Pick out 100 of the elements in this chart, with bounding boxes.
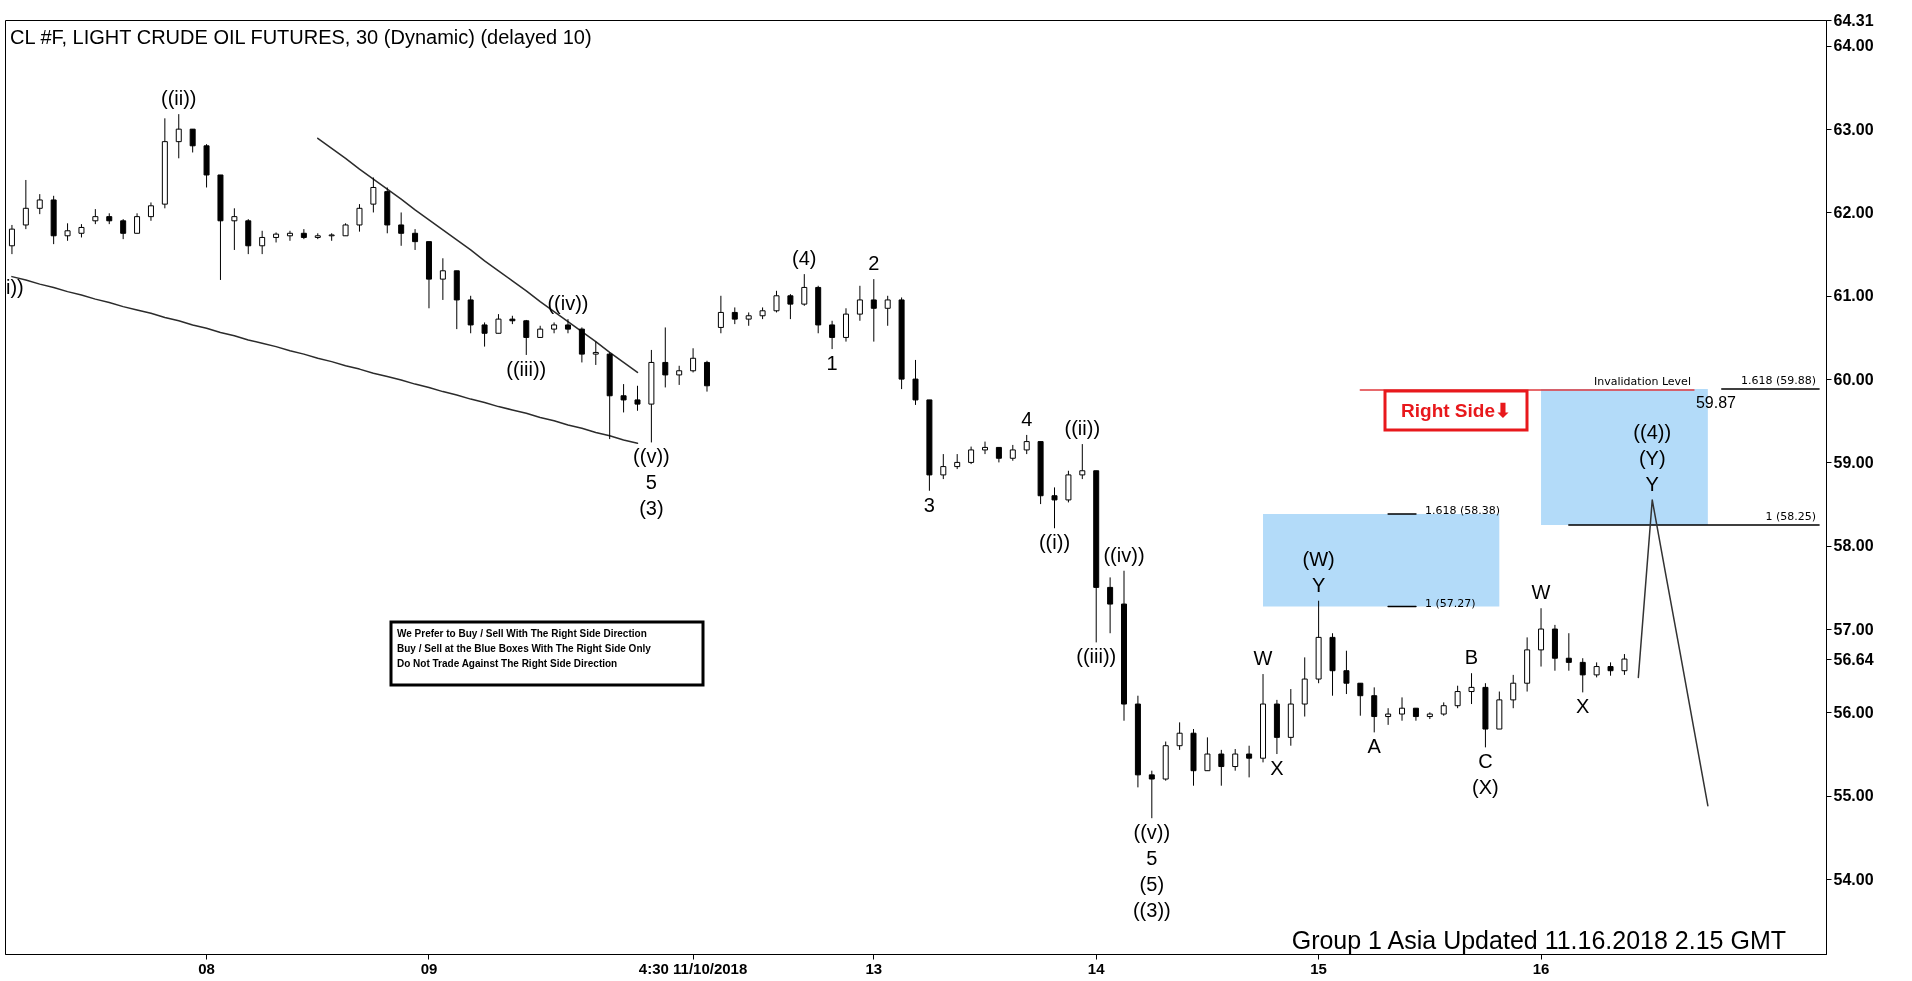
candlestick [1385,707,1392,726]
y-tick-label: 64.00 [1833,37,1874,55]
candlestick [717,295,724,334]
candlestick [189,128,196,153]
y-tick-label: 62.00 [1833,203,1874,221]
x-tick-label: 13 [865,959,883,977]
annotation: 3 [923,493,935,516]
candlestick [175,113,182,159]
candlestick [856,285,863,322]
candlestick [134,212,141,234]
candlestick [1538,607,1545,668]
line-series [1637,499,1709,807]
candlestick [1621,653,1628,676]
candlestick [634,385,641,412]
annotation: ((4)) (Y) Y [1633,420,1672,495]
candlestick [22,179,29,230]
x-tick-label: 08 [198,959,215,977]
candlestick [495,313,502,334]
x-tick-label: 15 [1310,959,1327,977]
candlestick [1454,685,1461,709]
x-tick-label: 14 [1087,959,1106,977]
y-tick-label: 59.00 [1833,453,1874,471]
candlestick [1176,721,1183,751]
candlestick [829,320,836,350]
y-tick-label: 55.00 [1833,787,1874,805]
candlestick [1023,434,1030,455]
annotation: ((iv)) [1103,543,1145,566]
candlestick [1468,672,1475,705]
candlestick [801,273,808,307]
y-tick-label: 60.00 [1833,370,1874,388]
annotation: A [1367,735,1382,758]
candlestick [1343,650,1350,695]
candlestick [564,318,571,334]
annotation: ((v)) 5 (5) ((3)) [1132,821,1171,922]
chart-title: CL #F, LIGHT CRUDE OIL FUTURES, 30 (Dynamic) (delayed 10) [10,26,592,48]
candlestick [773,290,780,313]
candlestick [1579,657,1586,693]
candlestick [1079,443,1086,480]
legend-label: 1.618 (59.88) [1740,374,1817,388]
y-tick-label: 54.00 [1833,870,1874,888]
x-tick-label: 16 [1532,959,1550,977]
candlestick [1399,696,1406,722]
annotation: 2 [868,252,880,275]
candlestick [1357,682,1364,717]
y-tick-label: 64.31 [1833,11,1874,29]
annotation: ((i)) [1038,531,1071,554]
candlestick [398,211,405,247]
candlestick [1148,770,1155,819]
candlestick [940,453,947,480]
candlestick [1218,749,1225,787]
series-label: 1 (58.25) [1765,509,1817,523]
candlestick [36,193,43,215]
series-label: Invalidation Level [1594,374,1691,388]
annotation: ((iii)) [1076,645,1117,668]
candlestick [662,326,669,388]
candlestick [787,293,794,320]
annotation: ((iii)) [506,357,547,380]
candlestick [259,230,266,255]
candlestick [676,365,683,386]
candlestick [912,359,919,406]
annotation: ((v)) 5 (3) [633,445,670,520]
annotation: (4) [792,247,817,270]
y-tick-label: 58.00 [1833,537,1874,555]
candlestick [1051,486,1058,529]
annotation: Right Side⬇ [1401,400,1511,421]
candlestick [843,307,849,343]
series-label: 1.618 (58.38) [1424,504,1500,518]
x-tick-label: 4:30 11/10/2018 [638,959,748,977]
data-label: 59.87 [1695,393,1737,411]
candlestick [620,383,627,413]
y-tick-label: 57.00 [1833,620,1874,638]
annotation: 4 [1021,407,1033,430]
y-tick-label: 56.64 [1833,650,1874,668]
candlestick [1107,576,1114,634]
annotation: ((iv)) [547,292,589,315]
y-tick-label: 63.00 [1833,120,1874,138]
candlestick [412,228,419,251]
candlestick [551,321,558,334]
candlestick [1510,674,1517,709]
candlestick [982,441,988,455]
annotation: ((ii)) [1064,417,1101,440]
annotation: C (X) [1472,750,1499,799]
candlestick [1232,748,1239,772]
y-tick-label: 56.00 [1833,703,1874,721]
candlestick [300,228,307,240]
candlestick [370,176,377,213]
candlestick [523,319,530,356]
candlestick [870,278,877,343]
candlestick [884,295,891,327]
candlestick [120,218,127,240]
annotation: X [1270,757,1284,780]
candlestick [592,341,599,366]
candlestick [1204,736,1211,772]
annotation: We Prefer to Buy / Sell With The Right Side Direction Buy / Sell at the Blue Boxes With The Right Side Only Do Not Trade Against The Right Side Direction [397,628,652,669]
series-label: 1 (57.27) [1424,596,1476,610]
candlestick [273,231,280,243]
annotation: 1 [826,352,838,375]
x-tick-label: 09 [420,959,438,977]
annotation: Group 1 Asia Updated 11.16.2018 2.15 GMT [1291,926,1786,954]
candlestick [439,257,446,301]
